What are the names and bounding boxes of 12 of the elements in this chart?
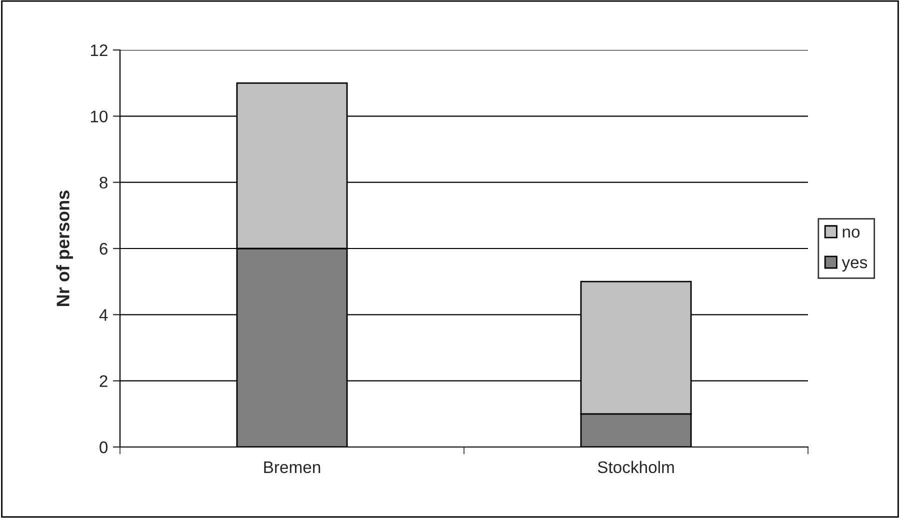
- x-tick-label: Stockholm: [598, 460, 674, 474]
- y-tick-label: 0: [100, 441, 108, 454]
- y-tick-label: 8: [100, 176, 108, 189]
- x-tick-label: Bremen: [264, 462, 320, 474]
- y-axis-title: Nr of persons: [56, 190, 73, 306]
- y-tick-label: 4: [99, 309, 108, 321]
- y-tick-label: 6: [100, 242, 108, 255]
- legend-label: no: [842, 228, 860, 238]
- y-tick-label: 12: [90, 44, 108, 56]
- y-tick-label: 2: [100, 375, 108, 387]
- legend-label: yes: [842, 259, 868, 272]
- y-tick-label: 10: [90, 110, 108, 122]
